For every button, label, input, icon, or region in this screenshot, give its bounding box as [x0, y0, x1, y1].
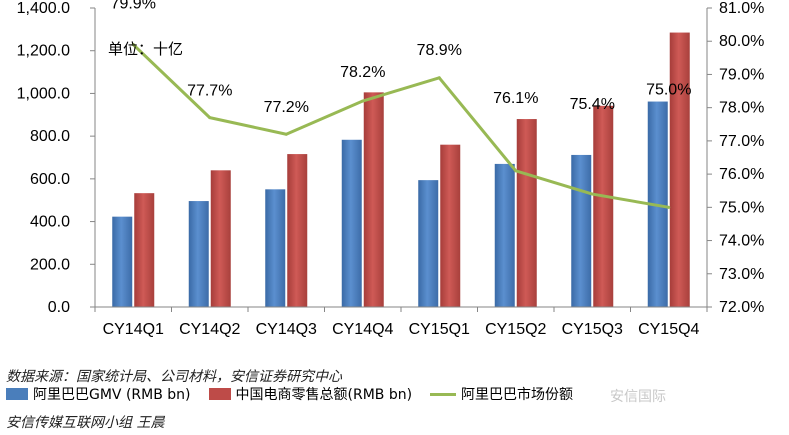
right-tick-label: 80.0% [719, 33, 764, 50]
share-label-CY15Q3: 75.4% [570, 96, 615, 113]
bar-retail-CY15Q2 [516, 119, 537, 307]
x-tick-label-CY14Q2: CY14Q2 [179, 321, 240, 338]
share-line [132, 43, 670, 209]
bar-retail-CY14Q2 [210, 170, 231, 307]
bar-retail-CY15Q3 [593, 105, 614, 308]
legend: 阿里巴巴GMV (RMB bn) 中国电商零售总额(RMB bn) 阿里巴巴市场… [6, 384, 573, 404]
right-tick-label: 75.0% [719, 199, 764, 216]
legend-item-retail: 中国电商零售总额(RMB bn) [208, 384, 413, 404]
right-tick-label: 74.0% [719, 233, 764, 250]
share-point-CY14Q1 [131, 43, 135, 47]
left-tick-label: 400.0 [30, 214, 70, 231]
share-point-CY15Q2 [514, 169, 518, 173]
right-tick-label: 81.0% [719, 0, 764, 17]
unit-annotation: 单位：十亿 [108, 40, 184, 58]
share-point-CY15Q1 [437, 76, 441, 80]
bar-gmv-CY14Q2 [188, 201, 209, 307]
chart: 0.0 200.0 400.0 600.0 800.0 1,000.0 1,200.0 1,4… [17, 0, 765, 338]
bar-retail-CY14Q3 [287, 154, 308, 307]
left-tick-label: 1,400.0 [17, 0, 70, 17]
share-label-CY14Q4: 78.2% [340, 64, 385, 81]
share-point-CY14Q4 [361, 99, 365, 103]
bar-gmv-CY14Q4 [341, 139, 362, 307]
share-label-CY14Q1: 79.9% [111, 0, 156, 13]
right-tick-label: 77.0% [719, 133, 764, 150]
share-point-CY15Q3 [590, 192, 594, 196]
legend-label-gmv: 阿里巴巴GMV (RMB bn) [33, 387, 191, 403]
bar-gmv-CY14Q1 [112, 216, 133, 307]
right-tick-label: 76.0% [719, 166, 764, 183]
x-tick-label-CY14Q3: CY14Q3 [256, 321, 317, 338]
watermark-text: 安信国际 [610, 389, 666, 405]
left-tick-label: 0.0 [48, 299, 70, 316]
right-tick-label: 79.0% [719, 66, 764, 83]
bar-retail-CY14Q1 [134, 193, 155, 307]
left-tick-label: 800.0 [30, 128, 70, 145]
x-tick-label-CY15Q2: CY15Q2 [485, 321, 546, 338]
bar-gmv-CY14Q3 [265, 189, 286, 307]
legend-item-share: 阿里巴巴市场份额 [430, 384, 573, 404]
left-tick-label: 600.0 [30, 171, 70, 188]
bar-retail-CY14Q4 [363, 92, 384, 307]
line-layer [131, 43, 671, 209]
legend-swatch-gmv [6, 388, 28, 400]
left-tick-label: 1,000.0 [17, 85, 70, 102]
legend-swatch-retail [208, 388, 231, 400]
x-tick-label-CY15Q1: CY15Q1 [409, 321, 470, 338]
left-tick-label: 200.0 [30, 256, 70, 273]
x-tick-label-CY15Q3: CY15Q3 [562, 321, 623, 338]
legend-swatch-share [430, 392, 457, 396]
right-tick-label: 73.0% [719, 266, 764, 283]
legend-item-gmv: 阿里巴巴GMV (RMB bn) [6, 384, 191, 404]
share-point-CY14Q3 [284, 132, 288, 136]
share-label-CY15Q1: 78.9% [417, 42, 462, 59]
share-label-CY15Q4: 75.0% [646, 81, 691, 98]
bar-retail-CY15Q4 [669, 32, 690, 307]
legend-label-retail: 中国电商零售总额(RMB bn) [235, 387, 413, 403]
author-note: 安信传媒互联网小组 王晨 [6, 415, 165, 431]
axes-layer: 0.0 200.0 400.0 600.0 800.0 1,000.0 1,200.0 1,4… [17, 0, 765, 338]
source-note: 数据来源：国家统计局、公司材料，安信证券研究中心 [6, 369, 342, 385]
labels-layer: 79.9% 77.7% 77.2% 78.2% 78.9% 76.1% 75.4% 75.0% [111, 0, 692, 116]
share-label-CY15Q2: 76.1% [493, 90, 538, 107]
right-tick-label: 72.0% [719, 299, 764, 316]
share-label-CY14Q3: 77.2% [264, 99, 309, 116]
bar-gmv-CY15Q1 [418, 180, 439, 307]
x-tick-label-CY15Q4: CY15Q4 [638, 321, 699, 338]
bars-layer [112, 32, 690, 308]
share-label-CY14Q2: 77.7% [187, 83, 232, 100]
bar-gmv-CY15Q2 [494, 163, 515, 307]
right-tick-label: 78.0% [719, 100, 764, 117]
bar-gmv-CY15Q3 [571, 154, 592, 307]
x-tick-label-CY14Q4: CY14Q4 [332, 321, 393, 338]
share-point-CY14Q2 [208, 116, 212, 120]
bar-retail-CY15Q1 [440, 144, 461, 307]
left-tick-label: 1,200.0 [17, 43, 70, 60]
legend-label-share: 阿里巴巴市场份额 [461, 387, 574, 403]
share-point-CY15Q4 [667, 205, 671, 209]
x-tick-label-CY14Q1: CY14Q1 [103, 321, 164, 338]
